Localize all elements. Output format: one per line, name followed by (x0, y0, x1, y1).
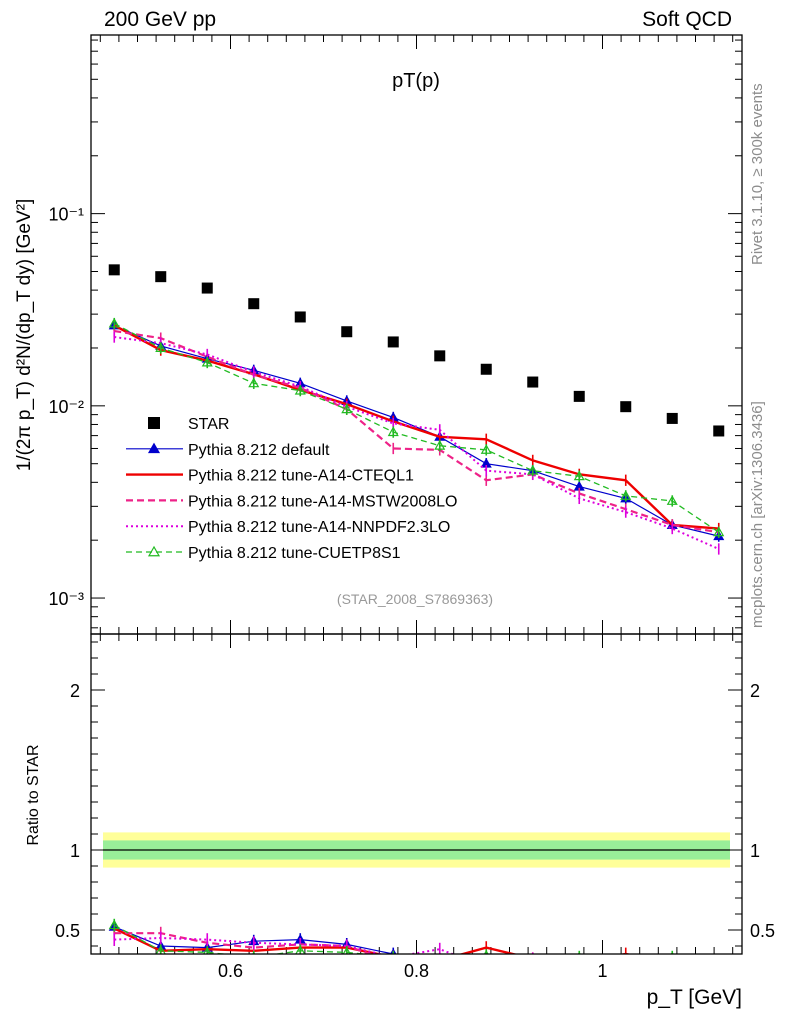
legend-label: Pythia 8.212 tune-A14-CTEQL1 (188, 468, 414, 485)
mc-series-line (113, 324, 719, 530)
ratio-data-point (714, 958, 723, 966)
header-left: 200 GeV pp (104, 8, 217, 31)
y-tick-label: 10⁻² (48, 397, 84, 417)
mc-data-point (434, 440, 446, 450)
ratio-data-point (528, 958, 537, 966)
top-y-axis-label: 1/(2π p_T) d²N/(dp_T dy) [GeV²] (14, 199, 35, 472)
mc-data-point (155, 342, 167, 352)
ratio-uncertainty-band (103, 832, 730, 868)
plot-frames (90, 34, 743, 955)
star-data-point (201, 282, 213, 294)
ratio-y-axis-label: Ratio to STAR (25, 744, 42, 845)
mc-data-point (573, 470, 585, 481)
mc-data-point (108, 317, 120, 328)
star-data-point (434, 350, 446, 362)
mc-data-point (620, 490, 632, 500)
star-data-point (155, 271, 167, 283)
star-data-point (248, 298, 260, 310)
ratio-y-tick-label-right: 1 (750, 841, 760, 861)
ratio-series-line (114, 926, 397, 954)
y-tick-label: 10⁻¹ (48, 205, 84, 225)
ratio-data-point (155, 945, 166, 954)
ratio-data-point (203, 946, 212, 954)
mc-series-line (113, 322, 720, 533)
x-tick-label: 0.8 (404, 961, 429, 981)
x-axis-label: p_T [GeV] (647, 986, 742, 1009)
legend-label: STAR (188, 416, 229, 433)
mc-data-point (201, 356, 213, 367)
legend-label: Pythia 8.212 default (188, 442, 330, 459)
ratio-series (108, 918, 723, 972)
legend-label: Pythia 8.212 tune-A14-NNPDF2.3LO (188, 519, 450, 536)
ratio-data-point (621, 961, 630, 969)
legend: STAR Pythia 8.212 default Pythia 8.212 tun… (126, 416, 457, 562)
ratio-data-point (435, 958, 444, 966)
mc-data-point (341, 403, 353, 414)
mc-data-point (527, 464, 539, 475)
ratio-series-line (114, 932, 374, 954)
mc-data-point (248, 377, 260, 388)
star-data-point (527, 376, 539, 388)
star-data-point (108, 264, 120, 276)
chart-title: pT(p) (392, 70, 440, 92)
ratio-y-tick-label-right: 0.5 (750, 921, 775, 941)
legend-label: Pythia 8.212 tune-A14-MSTW2008LO (188, 493, 457, 510)
side-label-bottom: mcplots.cern.ch [arXiv:1306.3436] (749, 401, 766, 628)
ratio-data-point (714, 962, 723, 970)
ratio-series-line (113, 927, 632, 954)
star-data-point (666, 412, 678, 424)
star-data-point (341, 326, 353, 338)
ratio-y-tick-label: 1 (70, 841, 80, 861)
ratio-data-point (621, 959, 630, 967)
mc-data-point (666, 495, 678, 505)
reference-label: (STAR_2008_S7869363) (337, 591, 493, 607)
star-data-point (387, 336, 399, 348)
chart-labels: pT(p) (STAR_2008_S7869363) 1/(2π p_T) d²… (14, 70, 766, 1009)
star-data-point (573, 390, 585, 402)
y-tick-label: 10⁻³ (48, 589, 84, 609)
mc-series-line (114, 329, 719, 534)
data-series (108, 264, 725, 972)
ratio-data-point (482, 964, 491, 972)
ratio-panel-frame (90, 633, 743, 955)
star-data-point (294, 311, 306, 323)
ratio-data-point (342, 946, 351, 954)
side-label-top: Rivet 3.1.10, ≥ 300k events (749, 83, 766, 265)
ratio-data-point (668, 962, 677, 970)
ratio-data-point (483, 949, 489, 954)
header-right: Soft QCD (642, 8, 732, 31)
ratio-data-point (575, 961, 584, 969)
star-data-point (713, 425, 725, 437)
mc-data-point (480, 444, 492, 454)
x-tick-label: 0.6 (218, 961, 243, 981)
ratio-data-point (295, 945, 306, 954)
mc-data-point (387, 426, 399, 437)
star-data-point (620, 401, 632, 413)
ratio-series-line (114, 936, 456, 954)
legend-marker (148, 417, 160, 429)
ratio-y-tick-label-right: 2 (750, 681, 760, 701)
ratio-y-tick-label: 2 (70, 681, 80, 701)
ratio-data-point (108, 919, 120, 930)
axes-ticks: 0.6 0.8 1 10⁻³ 10⁻² 10⁻¹ 0.5 0.5 1 1 2 2 (48, 35, 775, 981)
ratio-y-tick-label: 0.5 (55, 921, 80, 941)
legend-marker (147, 545, 161, 557)
legend-label: Pythia 8.212 tune-CUETP8S1 (188, 545, 401, 562)
mc-data-point (713, 526, 725, 537)
ratio-data-point (435, 956, 444, 964)
star-data-point (480, 363, 492, 375)
mc-series-line (114, 336, 720, 550)
legend-marker (147, 442, 161, 454)
ratio-data-point (528, 962, 537, 970)
mc-data-point (294, 384, 306, 395)
x-tick-label: 1 (597, 961, 607, 981)
